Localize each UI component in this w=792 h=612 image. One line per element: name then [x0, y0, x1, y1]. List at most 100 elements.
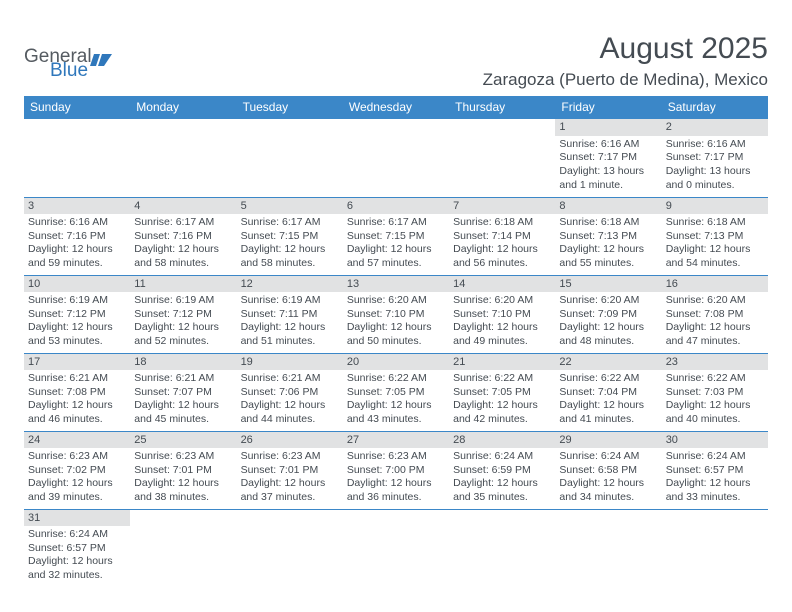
daylight-text: Daylight: 12 hours and 32 minutes. [28, 555, 126, 582]
day-content: Sunrise: 6:24 AMSunset: 6:57 PMDaylight:… [662, 448, 768, 507]
daylight-text: Daylight: 12 hours and 33 minutes. [666, 477, 764, 504]
sunrise-text: Sunrise: 6:22 AM [453, 372, 551, 386]
daylight-text: Daylight: 12 hours and 56 minutes. [453, 243, 551, 270]
sunset-text: Sunset: 7:08 PM [666, 308, 764, 322]
day-number: 14 [449, 276, 555, 293]
sunset-text: Sunset: 7:01 PM [241, 464, 339, 478]
sunrise-text: Sunrise: 6:21 AM [28, 372, 126, 386]
calendar-cell: 7Sunrise: 6:18 AMSunset: 7:14 PMDaylight… [449, 197, 555, 275]
day-number: 15 [555, 276, 661, 293]
day-number: 4 [130, 198, 236, 215]
daylight-text: Daylight: 12 hours and 45 minutes. [134, 399, 232, 426]
daylight-text: Daylight: 12 hours and 40 minutes. [666, 399, 764, 426]
calendar-cell [343, 509, 449, 587]
day-content: Sunrise: 6:20 AMSunset: 7:10 PMDaylight:… [343, 292, 449, 351]
calendar-cell: 3Sunrise: 6:16 AMSunset: 7:16 PMDaylight… [24, 197, 130, 275]
daylight-text: Daylight: 12 hours and 35 minutes. [453, 477, 551, 504]
sunset-text: Sunset: 7:05 PM [453, 386, 551, 400]
weekday-header: Saturday [662, 96, 768, 119]
calendar-cell: 8Sunrise: 6:18 AMSunset: 7:13 PMDaylight… [555, 197, 661, 275]
sunrise-text: Sunrise: 6:20 AM [559, 294, 657, 308]
daylight-text: Daylight: 12 hours and 41 minutes. [559, 399, 657, 426]
calendar-cell [662, 509, 768, 587]
calendar-cell: 16Sunrise: 6:20 AMSunset: 7:08 PMDayligh… [662, 275, 768, 353]
sunset-text: Sunset: 7:15 PM [347, 230, 445, 244]
calendar-week-row: 17Sunrise: 6:21 AMSunset: 7:08 PMDayligh… [24, 353, 768, 431]
daylight-text: Daylight: 12 hours and 34 minutes. [559, 477, 657, 504]
calendar-cell [130, 119, 236, 197]
day-content: Sunrise: 6:23 AMSunset: 7:00 PMDaylight:… [343, 448, 449, 507]
sunrise-text: Sunrise: 6:23 AM [241, 450, 339, 464]
day-content: Sunrise: 6:21 AMSunset: 7:06 PMDaylight:… [237, 370, 343, 429]
calendar-cell: 20Sunrise: 6:22 AMSunset: 7:05 PMDayligh… [343, 353, 449, 431]
calendar-cell [555, 509, 661, 587]
sunrise-text: Sunrise: 6:23 AM [347, 450, 445, 464]
sunrise-text: Sunrise: 6:17 AM [134, 216, 232, 230]
day-number: 6 [343, 198, 449, 215]
sunrise-text: Sunrise: 6:18 AM [453, 216, 551, 230]
day-number: 3 [24, 198, 130, 215]
day-content: Sunrise: 6:24 AMSunset: 6:59 PMDaylight:… [449, 448, 555, 507]
day-number: 21 [449, 354, 555, 371]
day-content: Sunrise: 6:16 AMSunset: 7:16 PMDaylight:… [24, 214, 130, 273]
day-number: 11 [130, 276, 236, 293]
calendar-cell: 5Sunrise: 6:17 AMSunset: 7:15 PMDaylight… [237, 197, 343, 275]
logo: General Blue [24, 32, 114, 82]
day-content: Sunrise: 6:19 AMSunset: 7:12 PMDaylight:… [24, 292, 130, 351]
day-content: Sunrise: 6:17 AMSunset: 7:15 PMDaylight:… [343, 214, 449, 273]
calendar-cell: 15Sunrise: 6:20 AMSunset: 7:09 PMDayligh… [555, 275, 661, 353]
daylight-text: Daylight: 12 hours and 53 minutes. [28, 321, 126, 348]
day-content: Sunrise: 6:20 AMSunset: 7:09 PMDaylight:… [555, 292, 661, 351]
sunrise-text: Sunrise: 6:22 AM [347, 372, 445, 386]
calendar-table: Sunday Monday Tuesday Wednesday Thursday… [24, 96, 768, 587]
day-content: Sunrise: 6:16 AMSunset: 7:17 PMDaylight:… [662, 136, 768, 195]
title-block: August 2025 Zaragoza (Puerto de Medina),… [483, 32, 768, 90]
sunrise-text: Sunrise: 6:24 AM [666, 450, 764, 464]
calendar-cell: 30Sunrise: 6:24 AMSunset: 6:57 PMDayligh… [662, 431, 768, 509]
calendar-cell [449, 119, 555, 197]
calendar-cell: 31Sunrise: 6:24 AMSunset: 6:57 PMDayligh… [24, 509, 130, 587]
calendar-cell: 18Sunrise: 6:21 AMSunset: 7:07 PMDayligh… [130, 353, 236, 431]
calendar-cell: 23Sunrise: 6:22 AMSunset: 7:03 PMDayligh… [662, 353, 768, 431]
sunrise-text: Sunrise: 6:19 AM [28, 294, 126, 308]
sunset-text: Sunset: 7:15 PM [241, 230, 339, 244]
calendar-cell [449, 509, 555, 587]
daylight-text: Daylight: 12 hours and 51 minutes. [241, 321, 339, 348]
sunrise-text: Sunrise: 6:21 AM [241, 372, 339, 386]
day-number: 18 [130, 354, 236, 371]
calendar-page: General Blue August 2025 Zaragoza (Puert… [0, 0, 792, 587]
sunset-text: Sunset: 6:57 PM [28, 542, 126, 556]
day-content: Sunrise: 6:19 AMSunset: 7:12 PMDaylight:… [130, 292, 236, 351]
calendar-cell: 28Sunrise: 6:24 AMSunset: 6:59 PMDayligh… [449, 431, 555, 509]
daylight-text: Daylight: 12 hours and 58 minutes. [134, 243, 232, 270]
sunset-text: Sunset: 7:10 PM [347, 308, 445, 322]
calendar-cell: 12Sunrise: 6:19 AMSunset: 7:11 PMDayligh… [237, 275, 343, 353]
daylight-text: Daylight: 12 hours and 42 minutes. [453, 399, 551, 426]
calendar-cell: 17Sunrise: 6:21 AMSunset: 7:08 PMDayligh… [24, 353, 130, 431]
day-number: 31 [24, 510, 130, 527]
sunset-text: Sunset: 7:17 PM [559, 151, 657, 165]
weekday-header-row: Sunday Monday Tuesday Wednesday Thursday… [24, 96, 768, 119]
calendar-cell [237, 509, 343, 587]
daylight-text: Daylight: 12 hours and 58 minutes. [241, 243, 339, 270]
day-content: Sunrise: 6:20 AMSunset: 7:10 PMDaylight:… [449, 292, 555, 351]
sunset-text: Sunset: 7:14 PM [453, 230, 551, 244]
calendar-cell [343, 119, 449, 197]
sunset-text: Sunset: 6:59 PM [453, 464, 551, 478]
weekday-header: Monday [130, 96, 236, 119]
daylight-text: Daylight: 12 hours and 39 minutes. [28, 477, 126, 504]
sunset-text: Sunset: 7:00 PM [347, 464, 445, 478]
calendar-week-row: 1Sunrise: 6:16 AMSunset: 7:17 PMDaylight… [24, 119, 768, 197]
header: General Blue August 2025 Zaragoza (Puert… [24, 32, 768, 90]
logo-flag-icon [90, 52, 114, 68]
day-content: Sunrise: 6:17 AMSunset: 7:16 PMDaylight:… [130, 214, 236, 273]
sunrise-text: Sunrise: 6:18 AM [559, 216, 657, 230]
day-content: Sunrise: 6:24 AMSunset: 6:58 PMDaylight:… [555, 448, 661, 507]
calendar-cell: 19Sunrise: 6:21 AMSunset: 7:06 PMDayligh… [237, 353, 343, 431]
sunset-text: Sunset: 7:10 PM [453, 308, 551, 322]
day-content: Sunrise: 6:23 AMSunset: 7:01 PMDaylight:… [237, 448, 343, 507]
sunrise-text: Sunrise: 6:23 AM [28, 450, 126, 464]
daylight-text: Daylight: 12 hours and 43 minutes. [347, 399, 445, 426]
daylight-text: Daylight: 12 hours and 47 minutes. [666, 321, 764, 348]
sunrise-text: Sunrise: 6:22 AM [559, 372, 657, 386]
